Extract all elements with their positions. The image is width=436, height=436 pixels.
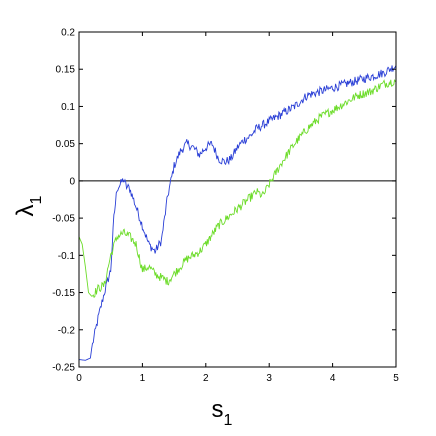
x-tick-label: 1 <box>140 373 146 384</box>
y-axis-label: λ1 <box>12 195 45 216</box>
x-tick-label: 2 <box>203 373 209 384</box>
series-line-2 <box>78 79 397 299</box>
x-tick-label: 4 <box>330 373 336 384</box>
y-tick-label: 0.15 <box>56 65 76 76</box>
y-axis-label-subscript: 1 <box>28 195 45 204</box>
y-tick-label: -0.25 <box>52 363 75 374</box>
x-tick-label: 5 <box>393 373 399 384</box>
y-tick-label: -0.15 <box>52 288 75 299</box>
y-tick-label: 0.05 <box>56 139 76 150</box>
y-tick-label: -0.05 <box>52 214 75 225</box>
x-axis-label-main: s <box>212 396 224 423</box>
y-tick-label: -0.2 <box>58 325 76 336</box>
x-axis-label: s1 <box>212 396 233 429</box>
y-axis-label-main: λ <box>12 204 39 216</box>
y-tick-label: 0 <box>69 176 75 187</box>
plot-background <box>79 32 396 367</box>
series-line-1 <box>78 65 397 361</box>
y-tick-label: -0.1 <box>58 251 76 262</box>
y-tick-label: 0.2 <box>61 28 75 39</box>
plot-frame <box>78 31 397 368</box>
x-axis-label-subscript: 1 <box>224 412 233 429</box>
x-tick-label: 0 <box>76 373 82 384</box>
y-tick-label: 0.1 <box>61 102 75 113</box>
x-tick-label: 3 <box>266 373 272 384</box>
